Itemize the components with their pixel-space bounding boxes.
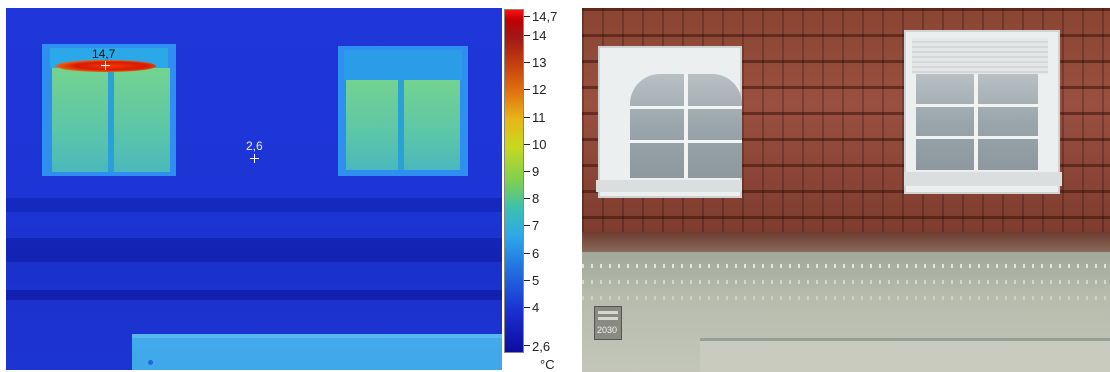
scale-tick	[524, 170, 530, 172]
scale-tick	[524, 225, 530, 227]
right-window-shutter	[912, 38, 1048, 74]
house-number: 2030	[597, 325, 618, 335]
thermal-left-window-mullion	[108, 68, 114, 172]
scale-tick	[524, 143, 530, 145]
scale-tick-label: 12	[532, 82, 547, 98]
scale-tick-label: 10	[532, 136, 547, 152]
scale-max-label: 14,7	[532, 9, 558, 24]
roof-gutter	[582, 232, 1110, 252]
crosshair-icon	[101, 61, 110, 70]
scale-tick	[524, 16, 530, 17]
thermal-right-window-mullion	[398, 80, 404, 170]
scale-tick	[524, 116, 530, 118]
right-window-sill	[904, 172, 1062, 186]
thermal-right-window-pane	[346, 80, 398, 170]
right-window-glass	[916, 74, 1038, 170]
thermal-band	[6, 290, 502, 300]
color-scale-ticks: 14,7 14 13 12 11 10 9 8 7 6 5 4 2,6	[524, 0, 584, 372]
scale-unit: °C	[540, 357, 555, 372]
thermal-band	[6, 198, 502, 212]
thermal-left-window-pane	[52, 68, 108, 172]
left-window-sill	[596, 180, 742, 192]
color-scale-bar	[504, 9, 524, 353]
house-photo: 2030	[582, 8, 1110, 372]
thermal-image: 14,7 2,6	[6, 8, 502, 370]
scale-tick-label: 11	[532, 109, 546, 125]
scale-min-label: 2,6	[532, 339, 551, 354]
scale-tick-label: 8	[532, 191, 540, 207]
scale-tick	[524, 198, 530, 200]
garage-door	[700, 338, 1110, 372]
scale-tick-label: 6	[532, 245, 540, 261]
string-lights	[582, 296, 1110, 300]
left-window-glass	[630, 74, 742, 178]
scale-tick-label: 13	[532, 55, 547, 71]
scale-tick	[524, 252, 530, 254]
thermal-ground-dot	[148, 360, 153, 365]
scale-tick-label: 5	[532, 272, 540, 288]
scale-tick	[524, 345, 530, 346]
scale-tick	[524, 89, 530, 91]
thermal-ground-strip	[132, 334, 502, 370]
crosshair-icon	[250, 154, 259, 163]
scale-tick	[524, 306, 530, 308]
spot-center-label: 2,6	[246, 139, 263, 153]
thermal-band	[6, 238, 502, 262]
scale-tick-label: 7	[532, 218, 540, 234]
house-number-plate: 2030	[594, 306, 622, 340]
scale-tick	[524, 279, 530, 281]
thermal-right-window-top	[344, 50, 462, 80]
spot-max-label: 14,7	[92, 47, 116, 61]
string-lights	[582, 280, 1110, 284]
scale-tick	[524, 62, 530, 64]
scale-tick-label: 9	[532, 163, 540, 179]
thermal-left-window-pane	[114, 68, 170, 172]
scale-tick	[524, 35, 530, 37]
thermal-right-window-pane	[404, 80, 460, 170]
thermal-hotspot	[56, 60, 156, 72]
scale-tick-label: 4	[532, 299, 540, 315]
scale-tick-label: 14	[532, 28, 547, 44]
string-lights	[582, 264, 1110, 268]
